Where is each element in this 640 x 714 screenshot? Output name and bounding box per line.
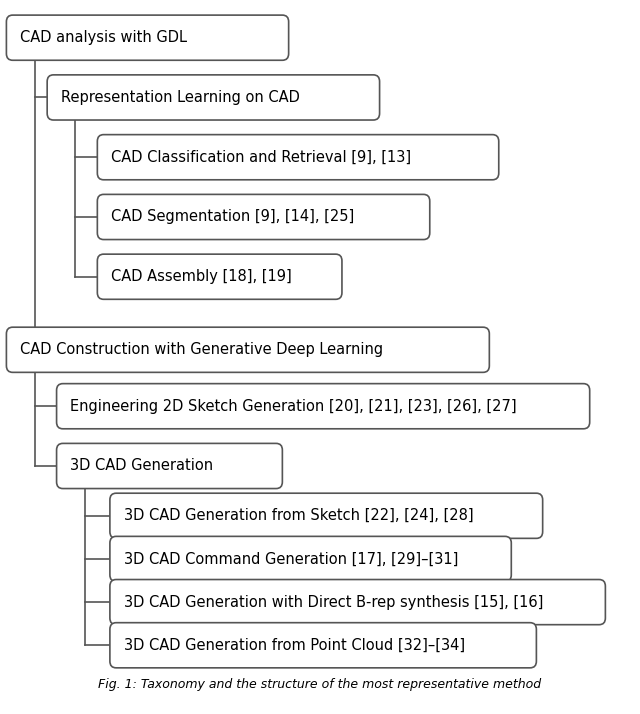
Text: 3D CAD Command Generation [17], [29]–[31]: 3D CAD Command Generation [17], [29]–[31…	[124, 551, 458, 566]
Text: Representation Learning on CAD: Representation Learning on CAD	[61, 90, 300, 105]
Text: Fig. 1: Taxonomy and the structure of the most representative method: Fig. 1: Taxonomy and the structure of th…	[99, 678, 541, 691]
Text: CAD Assembly [18], [19]: CAD Assembly [18], [19]	[111, 269, 292, 284]
FancyBboxPatch shape	[47, 75, 380, 120]
Text: 3D CAD Generation from Point Cloud [32]–[34]: 3D CAD Generation from Point Cloud [32]–…	[124, 638, 465, 653]
Text: 3D CAD Generation: 3D CAD Generation	[70, 458, 214, 473]
FancyBboxPatch shape	[97, 135, 499, 180]
FancyBboxPatch shape	[6, 15, 289, 60]
FancyBboxPatch shape	[56, 383, 589, 429]
FancyBboxPatch shape	[110, 493, 543, 538]
FancyBboxPatch shape	[110, 623, 536, 668]
Text: CAD Segmentation [9], [14], [25]: CAD Segmentation [9], [14], [25]	[111, 209, 355, 224]
Text: CAD analysis with GDL: CAD analysis with GDL	[20, 30, 187, 45]
FancyBboxPatch shape	[110, 536, 511, 581]
Text: CAD Classification and Retrieval [9], [13]: CAD Classification and Retrieval [9], [1…	[111, 150, 412, 165]
FancyBboxPatch shape	[56, 443, 282, 488]
FancyBboxPatch shape	[6, 327, 490, 372]
Text: 3D CAD Generation from Sketch [22], [24], [28]: 3D CAD Generation from Sketch [22], [24]…	[124, 508, 474, 523]
FancyBboxPatch shape	[97, 194, 430, 239]
FancyBboxPatch shape	[97, 254, 342, 299]
Text: Engineering 2D Sketch Generation [20], [21], [23], [26], [27]: Engineering 2D Sketch Generation [20], […	[70, 398, 517, 413]
FancyBboxPatch shape	[110, 580, 605, 625]
Text: CAD Construction with Generative Deep Learning: CAD Construction with Generative Deep Le…	[20, 342, 383, 357]
Text: 3D CAD Generation with Direct B-rep synthesis [15], [16]: 3D CAD Generation with Direct B-rep synt…	[124, 595, 543, 610]
